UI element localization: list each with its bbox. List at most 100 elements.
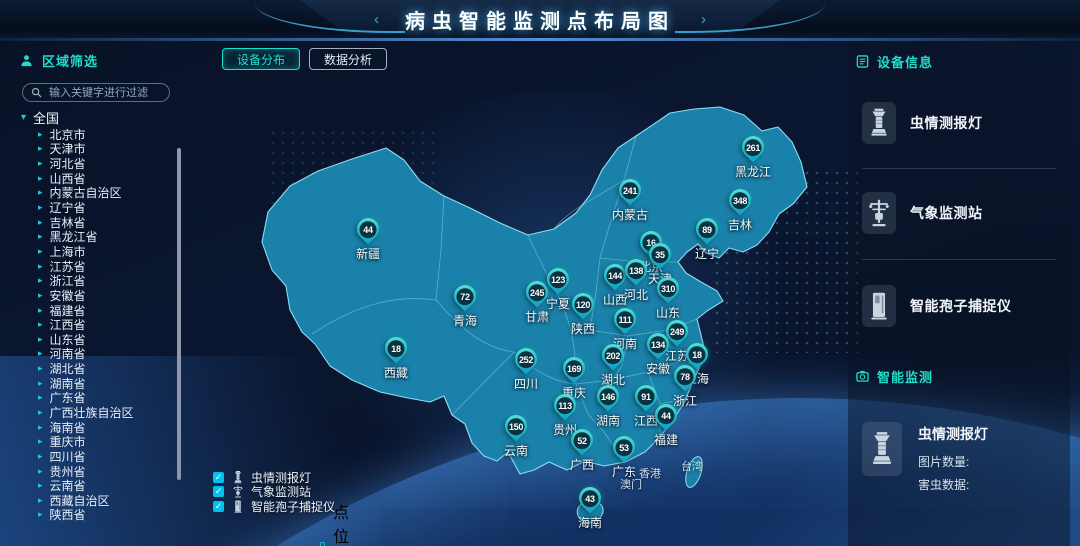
- checkbox-weather-station-icon[interactable]: ✓: [213, 486, 224, 498]
- device-name: 气象监测站: [910, 205, 983, 221]
- device-item[interactable]: 智能孢子捕捉仪: [862, 285, 1012, 327]
- marker-value: 123: [549, 270, 567, 288]
- region-filter-header: 区域筛选: [20, 51, 98, 70]
- sidebar-region-item[interactable]: ▸ 湖北省: [38, 361, 134, 376]
- sidebar-region-item[interactable]: ▸ 云南省: [38, 478, 134, 493]
- marker-value: 348: [731, 191, 749, 209]
- checkbox-point-distribution[interactable]: [320, 541, 326, 546]
- caret-right-icon: ▸: [38, 348, 43, 359]
- legend-item[interactable]: ✓ 智能孢子捕捉仪: [213, 499, 335, 514]
- caret-right-icon: ▸: [38, 509, 43, 520]
- device-item[interactable]: 虫情测报灯: [862, 102, 983, 144]
- sidebar-region-item[interactable]: ▸ 西藏自治区: [38, 493, 134, 508]
- sidebar-region-item[interactable]: ▸ 上海市: [38, 244, 134, 259]
- sidebar-region-item[interactable]: ▸ 贵州省: [38, 464, 134, 479]
- caret-right-icon: ▸: [38, 187, 43, 198]
- sidebar-region-item[interactable]: ▸ 浙江省: [38, 273, 134, 288]
- marker-province-label: 辽宁: [694, 247, 720, 261]
- caret-right-icon: ▸: [38, 392, 43, 403]
- marker-value: 18: [688, 345, 706, 363]
- sidebar-region-item[interactable]: ▸ 天津市: [38, 142, 134, 157]
- region-label: 海南省: [49, 420, 86, 435]
- sidebar-region-item[interactable]: ▸ 内蒙古自治区: [38, 186, 134, 201]
- tree-root-label: 全国: [33, 111, 60, 126]
- sidebar-region-item[interactable]: ▸ 河南省: [38, 347, 134, 361]
- legend-item[interactable]: ✓ 虫情测报灯: [213, 470, 335, 485]
- caret-right-icon: ▸: [38, 406, 43, 417]
- region-label: 广西壮族自治区: [49, 406, 134, 420]
- sidebar-region-item[interactable]: ▸ 辽宁省: [38, 200, 134, 215]
- marker-value: 249: [668, 322, 686, 340]
- tree-root-national[interactable]: ▾ 全国: [21, 108, 59, 127]
- sidebar-region-item[interactable]: ▸ 北京市: [38, 127, 134, 142]
- sidebar-region-item[interactable]: ▸ 四川省: [38, 449, 134, 464]
- monitor-field-label: 害虫数据:: [918, 478, 970, 492]
- sidebar-region-item[interactable]: ▸ 山西省: [38, 171, 134, 186]
- marker-province-label: 海南: [577, 516, 603, 530]
- marker-value: 245: [528, 283, 546, 301]
- monitor-card: 虫情测报灯 图片数量: 害虫数据:: [862, 422, 988, 499]
- region-sidebar: 区域筛选 ▾ 全国 ▸ 北京市 ▸ 天津市 ▸ 河北省 ▸ 山西省 ▸ 内蒙古自治区 ▸ 辽宁省 ▸ 吉林…: [0, 40, 195, 546]
- tab-device-distribution[interactable]: 设备分布: [222, 48, 301, 70]
- region-label: 浙江省: [49, 274, 86, 289]
- caret-right-icon: ▸: [38, 494, 43, 505]
- tab-data-analysis[interactable]: 数据分析: [309, 48, 388, 70]
- sidebar-region-item[interactable]: ▸ 河北省: [38, 156, 134, 171]
- map-legend: ✓ 虫情测报灯 ✓ 气象监测站 ✓ 智能孢子捕捉仪 点位分布: [213, 470, 349, 546]
- region-label: 湖北省: [49, 362, 86, 377]
- device-info-title: 设备信息: [877, 55, 934, 70]
- marker-value: 146: [599, 387, 617, 405]
- marker-value: 202: [604, 346, 622, 364]
- marker-province-label: 江西: [633, 414, 659, 428]
- search-input[interactable]: [47, 85, 161, 100]
- device-item[interactable]: 气象监测站: [862, 192, 983, 234]
- scrollbar-thumb[interactable]: [177, 148, 181, 480]
- marker-value: 52: [573, 431, 591, 449]
- region-label: 天津市: [49, 142, 86, 157]
- sidebar-region-item[interactable]: ▸ 陕西省: [38, 508, 134, 522]
- sidebar-region-item[interactable]: ▸ 重庆市: [38, 434, 134, 449]
- caret-right-icon: ▸: [38, 436, 43, 447]
- sidebar-region-item[interactable]: ▸ 吉林省: [38, 215, 134, 230]
- legend-item[interactable]: ✓ 气象监测站: [213, 485, 335, 500]
- legend-point-distribution[interactable]: 点位分布: [320, 499, 355, 546]
- sidebar-region-item[interactable]: ▸ 江苏省: [38, 259, 134, 274]
- sidebar-region-item[interactable]: ▸ 山东省: [38, 332, 134, 347]
- marker-province-label: 黑龙江: [734, 165, 772, 179]
- sidebar-region-item[interactable]: ▸ 江西省: [38, 317, 134, 332]
- caret-right-icon: ▸: [38, 275, 43, 286]
- page-title: 病虫智能监测点布局图: [405, 10, 675, 33]
- marker-province-label: 贵州: [552, 423, 578, 437]
- region-label: 河北省: [49, 157, 86, 172]
- sidebar-region-item[interactable]: ▸ 广西壮族自治区: [38, 405, 134, 420]
- caret-right-icon: ▸: [38, 202, 43, 213]
- marker-value: 53: [615, 438, 633, 456]
- caret-right-icon: ▸: [38, 465, 43, 476]
- caret-right-icon: ▸: [38, 421, 43, 432]
- marker-value: 89: [698, 220, 716, 238]
- checkbox-lamp-icon[interactable]: ✓: [213, 471, 224, 483]
- sidebar-region-item[interactable]: ▸ 黑龙江省: [38, 229, 134, 244]
- region-label: 内蒙古自治区: [49, 186, 122, 201]
- sidebar-region-item[interactable]: ▸ 安徽省: [38, 288, 134, 303]
- sidebar-region-item[interactable]: ▸ 福建省: [38, 303, 134, 318]
- device-image: [862, 102, 896, 144]
- legend-label: 智能孢子捕捉仪: [251, 499, 336, 514]
- sidebar-region-item[interactable]: ▸ 广东省: [38, 391, 134, 405]
- caret-right-icon: ▸: [38, 128, 43, 139]
- search-icon: [31, 87, 42, 98]
- device-image: [862, 285, 896, 327]
- checkbox-spore-catcher-icon[interactable]: ✓: [213, 500, 224, 512]
- caret-right-icon: ▸: [38, 319, 43, 330]
- region-label: 四川省: [49, 449, 86, 464]
- view-tabs: 设备分布 数据分析: [222, 48, 388, 70]
- legend-label: 点位分布: [333, 505, 350, 546]
- region-list: ▸ 北京市 ▸ 天津市 ▸ 河北省 ▸ 山西省 ▸ 内蒙古自治区 ▸ 辽宁省 ▸ 吉林省 ▸ 黑龙江省 ▸ 上海市…: [38, 127, 134, 523]
- marker-province-label: 安徽: [645, 362, 671, 376]
- person-icon: [21, 55, 32, 67]
- marker-value: 91: [637, 387, 655, 405]
- legend-label: 气象监测站: [251, 485, 312, 500]
- sidebar-region-item[interactable]: ▸ 海南省: [38, 420, 134, 435]
- marker-value: 44: [359, 220, 377, 238]
- sidebar-region-item[interactable]: ▸ 湖南省: [38, 376, 134, 391]
